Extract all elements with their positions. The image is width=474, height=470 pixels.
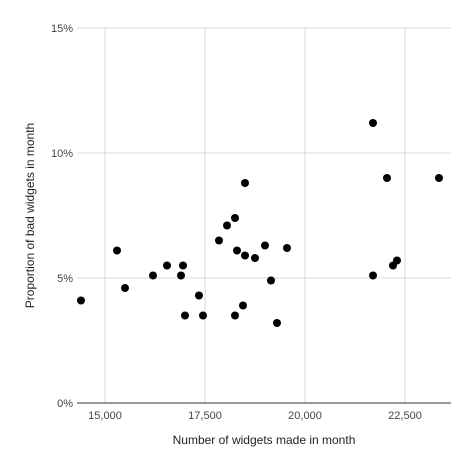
data-point <box>393 256 401 265</box>
data-point <box>233 246 241 255</box>
data-point <box>223 221 231 230</box>
data-point <box>215 236 223 245</box>
data-point <box>231 214 239 222</box>
y-tick-label: 5% <box>57 273 73 285</box>
data-point <box>267 276 275 285</box>
x-tick-label: 20,000 <box>288 410 322 422</box>
data-point <box>241 251 249 260</box>
data-point <box>149 271 157 280</box>
data-point <box>273 319 281 327</box>
x-axis-title: Number of widgets made in month <box>173 433 356 447</box>
y-tick-label: 10% <box>51 148 73 160</box>
data-point <box>179 261 187 270</box>
data-point <box>369 119 377 127</box>
data-point <box>199 311 207 320</box>
data-point <box>163 261 171 270</box>
y-tick-label: 0% <box>57 398 73 410</box>
data-point <box>369 271 377 280</box>
data-point <box>177 271 185 280</box>
data-point <box>283 244 291 252</box>
data-point <box>195 291 203 300</box>
x-tick-label: 17,500 <box>188 410 222 422</box>
data-point <box>113 246 121 255</box>
data-point <box>241 179 249 187</box>
data-point <box>239 301 247 310</box>
data-point <box>231 311 239 320</box>
x-tick-label: 22,500 <box>388 410 422 422</box>
x-tick-label: 15,000 <box>88 410 122 422</box>
data-point <box>261 241 269 250</box>
grid-layer <box>77 27 451 403</box>
y-axis-title: Proportion of bad widgets in month <box>23 123 37 308</box>
data-point <box>251 254 259 262</box>
data-point <box>435 174 443 182</box>
data-point <box>121 284 129 292</box>
tick-labels: 15,000 17,500 20,000 22,500 0% 5% 10% 15% <box>51 23 422 422</box>
data-points <box>77 119 443 327</box>
y-tick-label: 15% <box>51 23 73 35</box>
data-point <box>181 311 189 320</box>
data-point <box>77 296 85 305</box>
data-point <box>383 174 391 182</box>
